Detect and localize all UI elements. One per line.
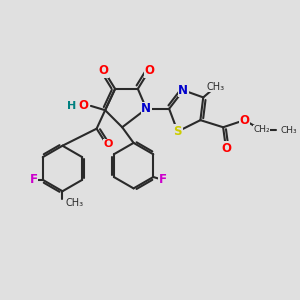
Text: CH₃: CH₃ bbox=[206, 82, 224, 92]
Text: O: O bbox=[103, 139, 113, 149]
Text: S: S bbox=[173, 125, 182, 138]
Text: CH₂: CH₂ bbox=[253, 125, 270, 134]
Text: F: F bbox=[158, 173, 166, 186]
Text: CH₃: CH₃ bbox=[66, 199, 84, 208]
Text: O: O bbox=[221, 142, 231, 155]
Text: O: O bbox=[79, 99, 89, 112]
Text: O: O bbox=[239, 114, 250, 127]
Text: O: O bbox=[99, 64, 109, 77]
Text: H: H bbox=[67, 101, 76, 111]
Text: F: F bbox=[30, 173, 38, 186]
Text: N: N bbox=[178, 84, 188, 97]
Text: CH₃: CH₃ bbox=[280, 126, 297, 135]
Text: O: O bbox=[144, 64, 154, 77]
Text: N: N bbox=[141, 102, 152, 115]
